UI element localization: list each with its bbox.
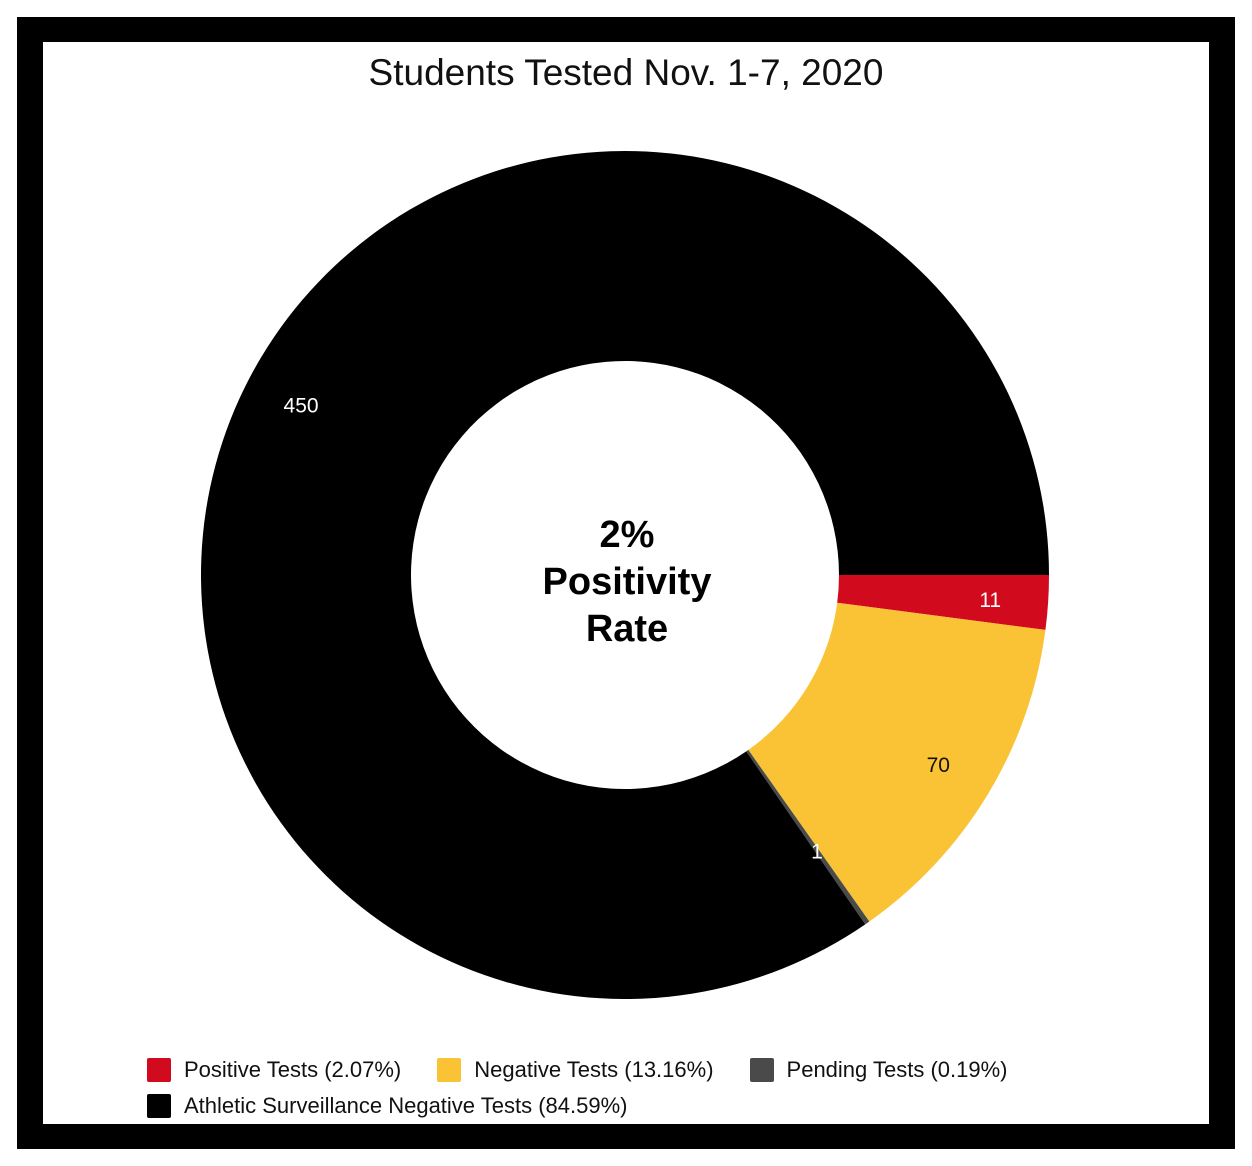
legend-swatch-positive (147, 1058, 171, 1082)
legend-swatch-athletic (147, 1094, 171, 1118)
legend-label-athletic: Athletic Surveillance Negative Tests (84… (184, 1093, 628, 1118)
legend-item-negative: Negative Tests (13.16%) (437, 1057, 714, 1083)
slice-label-pending: 1 (811, 841, 823, 864)
legend: Positive Tests (2.07%) Negative Tests (1… (147, 1052, 1147, 1124)
slice-pending (746, 749, 870, 925)
positivity-rate-label: Rate (585, 608, 669, 650)
slice-athletic (201, 150, 1049, 999)
legend-label-positive: Positive Tests (2.07%) (184, 1057, 402, 1082)
legend-label-negative: Negative Tests (13.16%) (474, 1057, 714, 1082)
slice-positive (837, 575, 1049, 630)
positivity-rate-value: 2% (599, 514, 655, 556)
chart-title: Students Tested Nov. 1-7, 2020 (368, 52, 884, 93)
legend-row-2: Athletic Surveillance Negative Tests (84… (147, 1088, 1147, 1124)
legend-swatch-pending (749, 1058, 774, 1082)
slice-label-athletic: 450 (284, 395, 319, 418)
legend-item-pending: Pending Tests (0.19%) (749, 1057, 1008, 1083)
legend-row-1: Positive Tests (2.07%) Negative Tests (1… (147, 1052, 1147, 1088)
slice-negative (748, 602, 1046, 922)
slice-label-positive: 11 (979, 589, 1001, 612)
slice-label-negative: 70 (927, 754, 950, 777)
legend-item-positive: Positive Tests (2.07%) (147, 1057, 401, 1083)
positivity-rate-word: Positivity (542, 561, 712, 603)
legend-label-pending: Pending Tests (0.19%) (786, 1057, 1008, 1082)
legend-item-athletic: Athletic Surveillance Negative Tests (84… (147, 1093, 627, 1119)
positivity-rate: 2% Positivity Rate (527, 512, 727, 653)
legend-swatch-negative (437, 1058, 462, 1082)
